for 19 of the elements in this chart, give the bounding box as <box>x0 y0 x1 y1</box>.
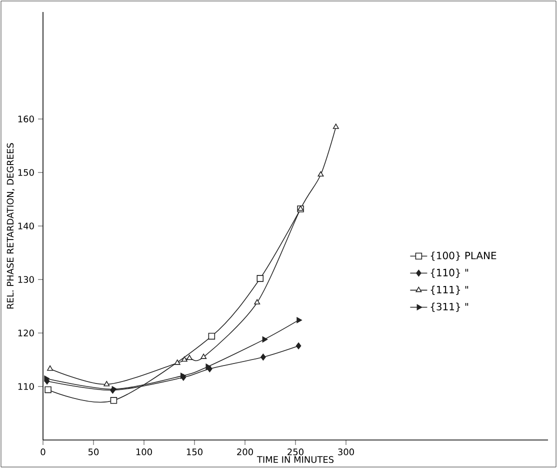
x-tick-label: 200 <box>237 448 253 456</box>
x-tick-label: 300 <box>338 448 354 456</box>
x-axis-title: TIME IN MINUTES <box>256 456 334 463</box>
x-tick-label: 50 <box>88 448 99 456</box>
x-tick-label: 150 <box>186 448 202 456</box>
y-axis-title: REL. PHASE RETARDATION, DEGREES <box>6 143 15 308</box>
legend-label: {311} " <box>430 302 468 312</box>
y-tick-label: 120 <box>18 330 34 336</box>
y-tick-label: 110 <box>18 383 34 390</box>
y-tick-label: 130 <box>18 276 34 283</box>
y-tick-label: 150 <box>18 169 34 176</box>
legend-label: {100} PLANE <box>430 252 496 261</box>
x-tick-label: 0 <box>40 448 46 456</box>
y-tick-label: 140 <box>18 222 34 230</box>
legend-label: {111} " <box>430 286 468 295</box>
x-tick-label: 250 <box>288 448 304 456</box>
x-tick-label: 100 <box>136 448 152 456</box>
legend-label: {110} " <box>430 268 468 278</box>
y-tick-label: 160 <box>18 116 34 122</box>
